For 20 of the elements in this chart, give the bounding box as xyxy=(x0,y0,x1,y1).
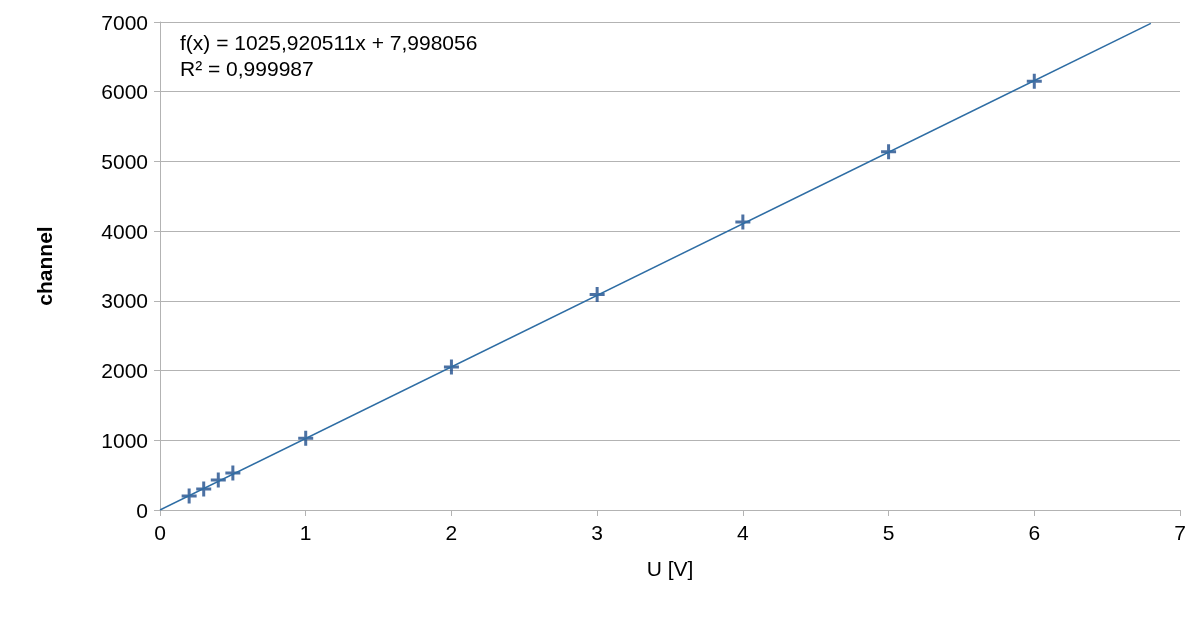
x-tick-label: 5 xyxy=(882,521,895,544)
annotation: R² = 0,999987 xyxy=(180,57,314,80)
x-tick-label: 4 xyxy=(737,521,750,544)
annotation: f(x) = 1025,920511x + 7,998056 xyxy=(180,31,478,54)
x-axis-title: U [V] xyxy=(646,557,694,580)
y-tick-label: 0 xyxy=(136,498,148,522)
y-tick-label: 7000 xyxy=(101,10,148,34)
y-tick-label: 1000 xyxy=(101,428,148,452)
y-axis-title: channel xyxy=(33,226,56,306)
x-tick-label: 6 xyxy=(1028,521,1041,544)
y-tick-label: 6000 xyxy=(101,80,148,104)
x-tick-label: 2 xyxy=(445,521,458,544)
x-tick-label: 0 xyxy=(154,521,166,544)
y-tick-label: 3000 xyxy=(101,289,148,313)
x-tick-label: 1 xyxy=(299,521,312,544)
y-tick-label: 5000 xyxy=(101,149,148,173)
x-tick-label: 3 xyxy=(591,521,603,544)
y-tick-label: 2000 xyxy=(101,359,148,383)
x-tick-label: 7 xyxy=(1174,521,1186,544)
y-tick-label: 4000 xyxy=(101,219,148,243)
